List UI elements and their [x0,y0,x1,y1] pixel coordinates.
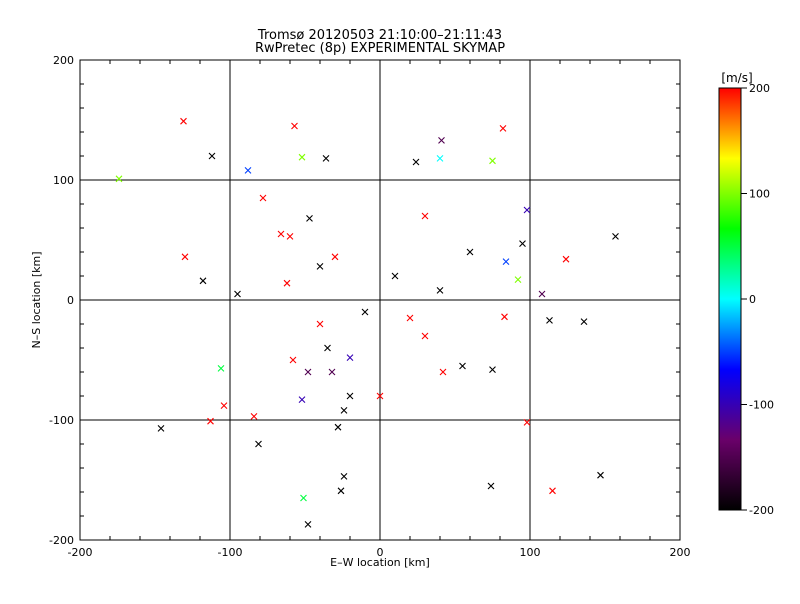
data-point [489,366,496,373]
data-point [316,263,324,270]
data-point [220,402,228,409]
chart-subtitle: RwPretec (8p) EXPERIMENTAL SKYMAP [255,41,505,56]
y-axis-label: N–S location [km] [30,251,43,348]
data-point [376,392,384,400]
x-tick-label: 0 [377,546,384,559]
data-point [346,354,354,361]
data-point [289,356,297,364]
data-point [208,152,216,160]
data-point [502,258,510,265]
data-point [234,290,241,298]
x-tick-label: 200 [670,546,691,559]
data-point [207,417,214,425]
chart-title: Tromsø 20120503 21:10:00–21:11:43 [257,28,502,43]
data-point [436,155,444,162]
data-point [304,521,312,528]
y-tick-label: 100 [53,174,74,187]
colorbar-gradient [718,87,742,511]
data-point [181,253,189,261]
data-point [538,290,546,298]
data-point [412,158,420,166]
x-tick-label: 100 [520,546,541,559]
data-point [421,332,429,340]
data-point [157,425,165,432]
data-point [438,137,445,144]
data-point [436,287,444,294]
y-tick-label: -200 [49,534,74,547]
data-point [115,175,123,183]
data-point [439,368,447,376]
y-tick-label: -100 [49,414,74,427]
data-point [523,206,531,214]
data-point [421,212,429,220]
data-point [259,194,267,202]
data-point [298,153,306,161]
data-point [316,320,324,328]
data-point [523,419,531,426]
x-axis-label: E–W location [km] [330,556,430,569]
data-point [597,471,604,479]
colorbar-tick-label: 100 [749,188,770,201]
data-point [391,272,399,280]
data-point [324,344,331,352]
data-point [306,215,313,222]
data-point [499,125,507,132]
grid-lines [80,60,680,540]
data-point [300,494,307,502]
data-point [612,233,619,240]
data-point [466,248,474,256]
data-point [298,396,306,403]
data-point [291,122,298,130]
colorbar-label: [m/s] [721,71,752,85]
data-point [361,308,369,316]
data-point [277,230,285,238]
data-point [199,277,207,285]
data-point [328,368,336,376]
colorbar-tick-label: 0 [749,293,756,306]
data-point [255,440,262,448]
data-point [346,392,354,400]
data-points [115,117,619,528]
axes: -200 -100 0 100 200 -200 -100 0 100 200 [49,54,690,559]
data-point [331,253,339,261]
data-point [340,407,348,414]
data-point [487,482,495,490]
data-point [286,233,294,240]
data-point [562,255,570,263]
data-point [283,279,291,287]
data-point [217,365,225,372]
y-tick-label: 200 [53,54,74,67]
data-point [546,317,553,324]
data-point [459,362,466,370]
data-point [501,313,508,321]
data-point [549,487,556,495]
x-tick-label: -200 [68,546,93,559]
data-point [489,157,496,165]
data-point [304,368,312,376]
data-point [580,318,588,325]
data-point [514,276,522,283]
colorbar: 200 100 0 -100 -200 [718,82,774,517]
colorbar-tick-label: -200 [749,504,774,517]
data-point [406,314,414,322]
data-point [340,473,348,480]
data-point [337,487,345,495]
data-point [519,240,526,247]
x-tick-label: -100 [218,546,243,559]
data-point [334,423,342,431]
y-tick-label: 0 [67,294,74,307]
colorbar-tick-label: -100 [749,399,774,412]
data-point [180,117,187,125]
data-point [250,413,258,420]
colorbar-tick-label: 200 [749,82,770,95]
data-point [244,167,252,174]
data-point [322,155,330,162]
